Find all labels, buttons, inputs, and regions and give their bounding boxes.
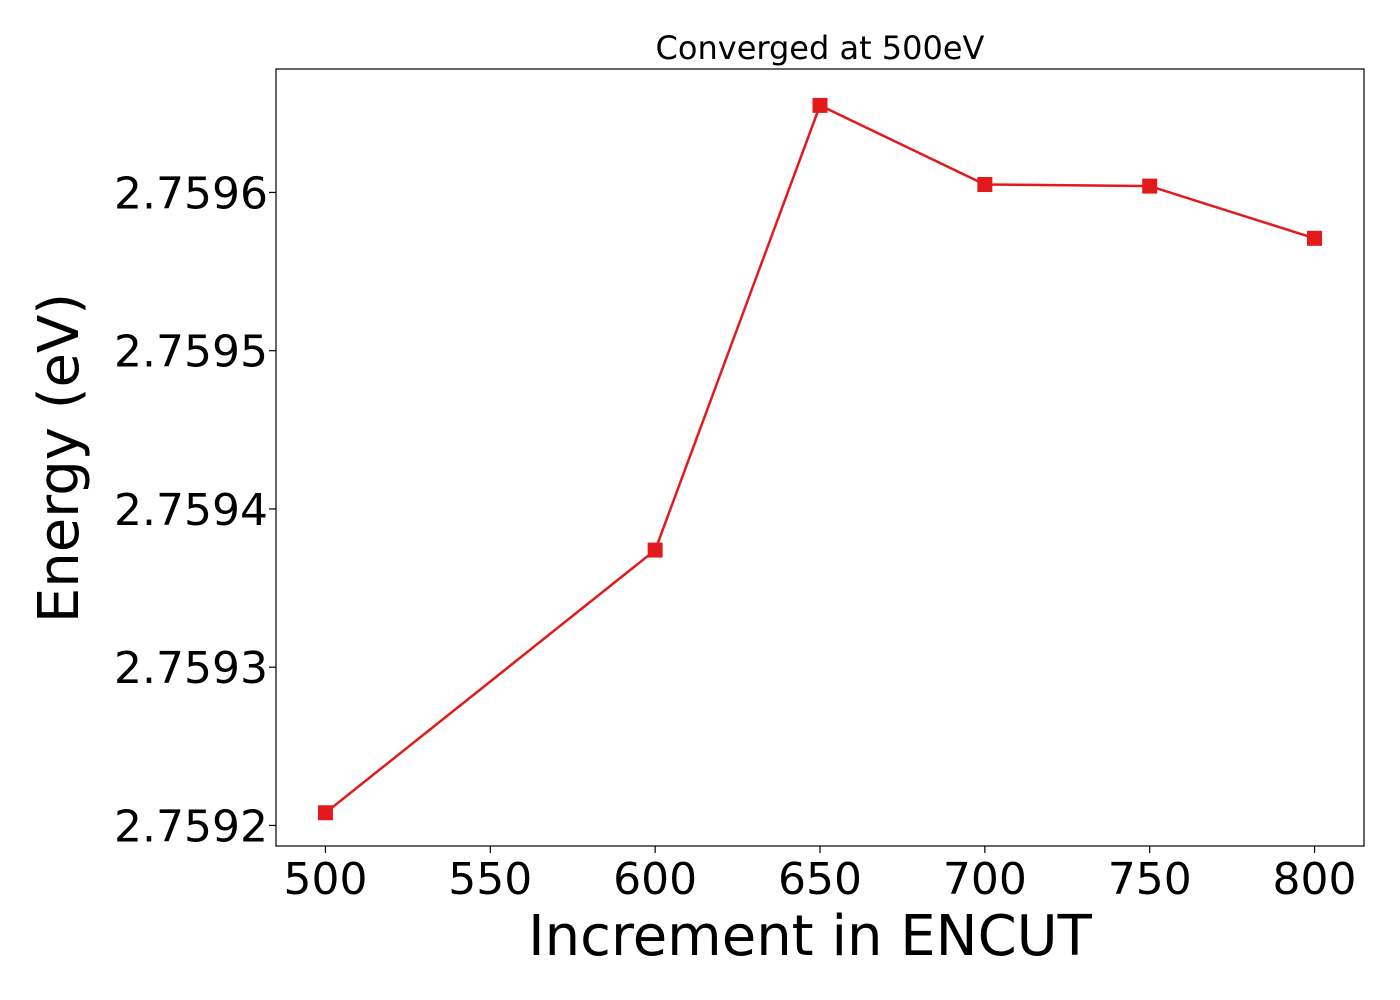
y-axis-ticks: 2.7592 2.7593 2.7594 2.7595 2.7596: [114, 168, 276, 852]
y-tick-label: 2.7594: [114, 485, 268, 536]
data-point-marker: [317, 805, 333, 821]
series-line: [324, 103, 1315, 814]
plot-area-frame: [275, 68, 1365, 847]
data-point-marker: [812, 97, 828, 113]
y-axis-label: Energy (eV): [27, 293, 92, 623]
x-tick-label: 750: [1108, 854, 1192, 905]
y-tick-label: 2.7593: [114, 643, 268, 694]
y-tick-label: 2.7596: [114, 168, 268, 219]
data-point-marker: [1307, 230, 1323, 246]
x-tick-label: 550: [448, 854, 532, 905]
y-tick-label: 2.7592: [114, 801, 268, 852]
y-tick-label: 2.7595: [114, 327, 268, 378]
x-tick-label: 600: [613, 854, 697, 905]
x-tick-label: 800: [1273, 854, 1357, 905]
x-tick-label: 650: [778, 854, 862, 905]
data-point-marker: [977, 177, 993, 193]
data-point-marker: [1142, 178, 1158, 194]
chart-title: Converged at 500eV: [656, 29, 985, 67]
data-point-marker: [647, 542, 663, 558]
x-axis-ticks: 500 550 600 650 700 750 800: [283, 846, 1357, 905]
x-tick-label: 700: [943, 854, 1027, 905]
data-series-group: [317, 97, 1323, 821]
x-axis-label: Increment in ENCUT: [528, 904, 1093, 969]
x-tick-label: 500: [283, 854, 367, 905]
